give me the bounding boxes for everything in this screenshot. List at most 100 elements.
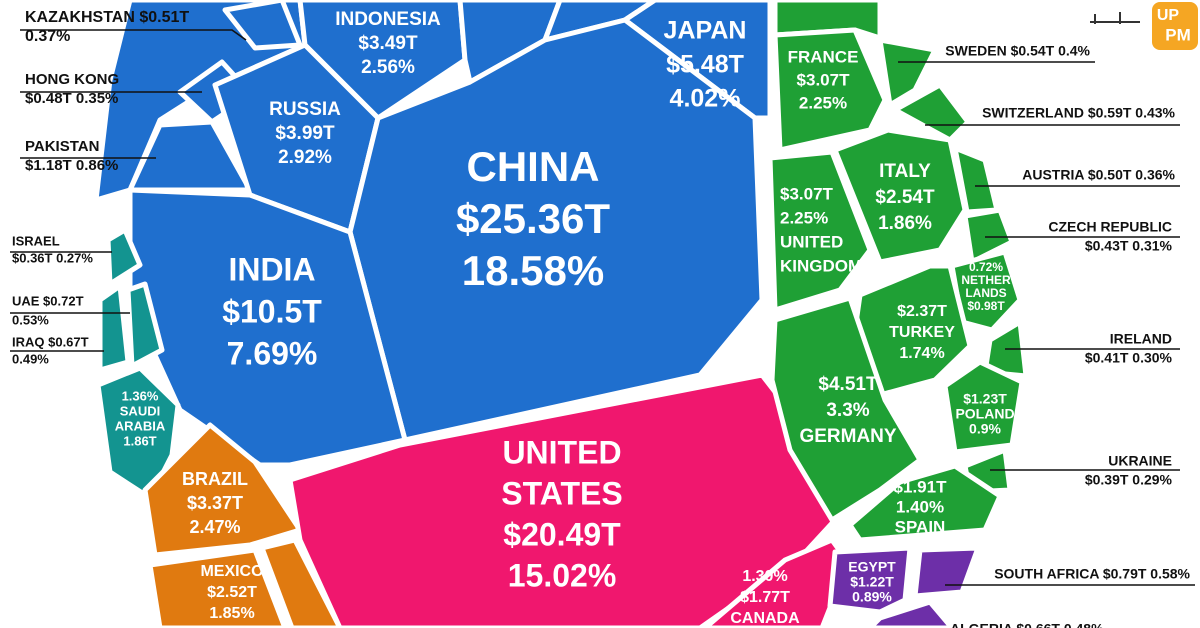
cell	[827, 545, 913, 615]
cell-label: $1.23T	[963, 391, 1007, 407]
cell-label: 1.86%	[878, 213, 932, 234]
cell	[105, 227, 143, 287]
cell-label: MEXICO	[200, 563, 263, 580]
callout-label: 0.37%	[25, 28, 70, 45]
logo-text: PM	[1165, 25, 1191, 44]
cell-label: $3.99T	[275, 123, 335, 144]
callout-label: UKRAINE	[1108, 453, 1172, 469]
cell-label: 7.69%	[227, 335, 318, 371]
logo-badge	[1152, 2, 1198, 50]
callout-label: IRAQ $0.67T	[12, 334, 89, 349]
cell-label: 0.72%	[969, 260, 1003, 274]
cell-label: ITALY	[879, 161, 931, 182]
cell-label: 2.25%	[780, 208, 828, 227]
callout-label: 0.53%	[12, 312, 49, 327]
cell-label: EGYPT	[848, 559, 896, 575]
cell	[767, 149, 873, 313]
callout-label: $0.39T 0.29%	[1085, 472, 1173, 488]
callout-label: PAKISTAN	[25, 138, 99, 155]
cell-label: TURKEY	[889, 324, 955, 341]
cell-label: STATES	[501, 475, 622, 511]
cell	[912, 545, 981, 599]
cell-label: 2.92%	[278, 147, 332, 168]
cell-label: POLAND	[955, 406, 1014, 422]
callout-label: SWEDEN $0.54T 0.4%	[945, 43, 1090, 59]
cell-label: $20.49T	[503, 516, 621, 552]
callout-label: SOUTH AFRICA $0.79T 0.58%	[994, 566, 1190, 582]
cell	[125, 281, 165, 369]
cell-label: CANADA	[730, 610, 800, 627]
cell-label: JAPAN	[664, 17, 747, 45]
callout-label: AUSTRIA $0.50T 0.36%	[1022, 167, 1175, 183]
cell	[97, 283, 131, 373]
cell-label: $0.98T	[967, 299, 1005, 313]
cell-label: FRANCE	[788, 47, 859, 66]
cell-label: SPAIN	[895, 517, 946, 536]
callout-label: ALGERIA $0.66T 0.48%	[950, 621, 1104, 628]
cell-label: 0.89%	[852, 589, 892, 605]
cell-label: $1.77T	[740, 589, 790, 606]
cell-label: $1.91T	[894, 477, 948, 496]
cell-label: LANDS	[965, 286, 1006, 300]
cell-label: NETHER	[961, 273, 1011, 287]
cell	[769, 295, 923, 523]
callout-label: SWITZERLAND $0.59T 0.43%	[982, 105, 1175, 121]
cell-label: 1.40%	[896, 497, 944, 516]
cell-label: $2.54T	[875, 187, 935, 208]
cell-label: $3.07T	[780, 184, 834, 203]
cell-label: 2.25%	[799, 93, 847, 112]
cell-label: $4.51T	[818, 374, 878, 395]
cell-label: 1.86T	[123, 433, 156, 448]
cell-label: 2.56%	[361, 57, 415, 78]
cell-label: 18.58%	[462, 247, 604, 294]
cell-label: 4.02%	[670, 85, 741, 113]
cell-label: 1.30%	[742, 568, 787, 585]
cell-label: $2.52T	[207, 584, 257, 601]
cell	[287, 372, 838, 628]
cell	[772, 27, 888, 153]
cell-label: 0.9%	[969, 421, 1001, 437]
cell-label: $2.37T	[897, 303, 947, 320]
callout-label: $0.43T 0.31%	[1085, 238, 1173, 254]
callout-label: UAE $0.72T	[12, 293, 84, 308]
callout-label: IRELAND	[1110, 331, 1172, 347]
cell	[892, 82, 971, 143]
cell-label: 3.3%	[826, 400, 869, 421]
callout-label: HONG KONG	[25, 71, 119, 88]
cell-label: SAUDI	[120, 403, 160, 418]
logo-glyph	[1090, 12, 1140, 24]
cell-label: CHINA	[467, 143, 600, 190]
callout-label: KAZAKHSTAN $0.51T	[25, 9, 189, 26]
cell	[867, 599, 955, 628]
cell	[942, 359, 1025, 455]
cell-label: $25.36T	[456, 195, 610, 242]
logo	[1090, 2, 1198, 50]
cell-label: $1.22T	[850, 574, 894, 590]
callout-label: 0.49%	[12, 351, 49, 366]
cell-label: 1.36%	[122, 388, 159, 403]
cell-label: UNITED	[502, 434, 621, 470]
cell-label: $5.48T	[666, 51, 744, 79]
callout-label: ISRAEL	[12, 233, 60, 248]
callout-label: $0.36T 0.27%	[12, 250, 93, 265]
cell-label: 1.85%	[209, 605, 254, 622]
logo-text: UP	[1157, 7, 1180, 24]
cell-label: GERMANY	[799, 426, 896, 447]
cell	[297, 0, 468, 121]
cell	[95, 365, 181, 501]
cell	[147, 547, 288, 628]
callout-label: CZECH REPUBLIC	[1048, 219, 1172, 235]
callout-label: $0.41T 0.30%	[1085, 350, 1173, 366]
leader-line	[20, 29, 247, 41]
callout-label: $1.18T 0.86%	[25, 157, 118, 174]
cell-label: 15.02%	[508, 557, 617, 593]
cell-label: RUSSIA	[269, 99, 341, 120]
cell-label: KINGDOM	[780, 256, 862, 275]
cell-label: $3.37T	[187, 493, 243, 513]
cell-label: INDONESIA	[335, 9, 441, 30]
cell	[259, 537, 343, 628]
cell-label: BRAZIL	[182, 469, 248, 489]
callout-label: $0.48T 0.35%	[25, 90, 118, 107]
cell-label: ARABIA	[115, 418, 166, 433]
